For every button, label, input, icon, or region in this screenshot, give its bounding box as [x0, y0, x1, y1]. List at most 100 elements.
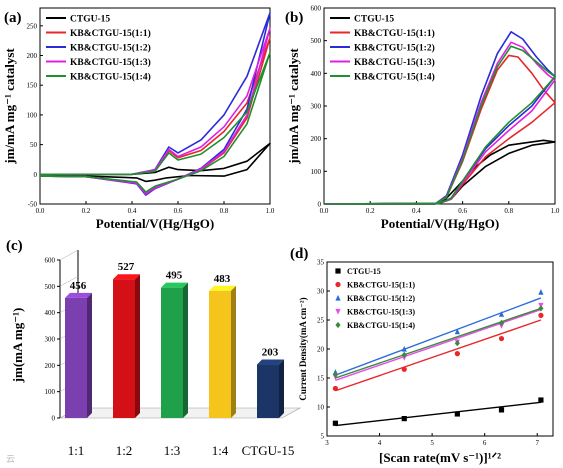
panel-c-bar-side	[135, 274, 140, 418]
panel-c-bar-value-label: 456	[70, 280, 87, 292]
panel-c-bar-side	[87, 292, 92, 418]
panel-d-data-point	[538, 305, 544, 312]
panel-c-bar-top	[209, 285, 236, 291]
panel-c-bar	[161, 287, 183, 418]
panel-d-legend-marker	[335, 268, 341, 274]
panel-c-bar-side	[183, 282, 188, 418]
a-ytick-label: 200	[27, 52, 38, 60]
panel-d-data-point	[454, 340, 460, 347]
a-ytick-label: 50	[30, 141, 38, 149]
b-xtick-label: 0.6	[458, 207, 467, 215]
panel-c-ytick-label: 500	[45, 283, 56, 291]
panel-b-ylabel: jm/mA mg⁻¹ catalyst	[286, 48, 301, 165]
panel-d-xlabel: [Scan rate(mV s⁻¹)]¹ᐟ²	[379, 450, 501, 465]
panel-d-legend-label: KB&CTGU-15(1:1)	[347, 281, 415, 290]
panel-c-gridline	[59, 276, 79, 287]
panel-d-data-point	[454, 411, 460, 417]
panel-d-legend-label: KB&CTGU-15(1:3)	[347, 308, 415, 317]
panel-d-xtick-label: 7	[535, 439, 539, 447]
b-ytick-label: 500	[311, 37, 322, 45]
panel-c-bar-value-label: 527	[118, 261, 135, 273]
panel-c-category-label: 1:4	[212, 443, 229, 458]
a-series-line	[39, 12, 271, 196]
panel-c-ylabel: jm(mA mg⁻¹)	[10, 308, 25, 384]
panel-c: (c) 0 100 200 300 400 500 600 456 1:1 527 1:2 495 1:…	[6, 238, 302, 458]
panel-d-legend: CTGU-15 KB&CTGU-15(1:1) KB&CTGU-15(1:2) KB&…	[335, 267, 415, 330]
a-xtick-label: 1.0	[266, 207, 275, 215]
b-ytick-label: 300	[311, 103, 322, 111]
panel-d-data-point	[332, 385, 339, 392]
panel-d-data-point	[498, 311, 505, 317]
b-series-line	[323, 139, 556, 205]
b-xtick-label: 0.2	[366, 207, 375, 215]
panel-d-legend-marker	[335, 321, 341, 329]
panel-b-legend: CTGU-15 KB&CTGU-15(1:1) KB&CTGU-15(1:2) KB&…	[330, 15, 435, 83]
a-legend-label: KB&CTGU-15(1:4)	[70, 72, 151, 83]
b-ytick-label: 100	[311, 168, 322, 176]
a-xtick-label: 0.0	[36, 207, 45, 215]
b-ytick-label: 400	[311, 70, 322, 78]
panel-c-category-label: 1:2	[116, 443, 133, 458]
panel-d-ytick-label: 20	[317, 346, 325, 354]
a-series-line	[39, 51, 271, 193]
panel-c-ytick-label: 600	[45, 257, 56, 265]
panel-c-bar-top	[257, 359, 284, 365]
panel-d-fit-line	[335, 297, 542, 376]
panel-d-xtick-label: 4	[378, 439, 382, 447]
panel-c-category-label: 1:3	[164, 443, 181, 458]
panel-d-fit-line	[335, 319, 542, 392]
panel-d-ylabel: Current Density(mA cm⁻²)	[298, 297, 308, 400]
watermark-text: 云	[6, 454, 15, 464]
panel-d-data-point	[401, 416, 407, 422]
a-xtick-label: 0.2	[82, 207, 91, 215]
panel-d-data-point	[498, 335, 505, 342]
panel-c-ytick-label: 100	[45, 388, 56, 396]
panel-a-curves	[39, 12, 271, 196]
panel-d-data-point	[538, 289, 544, 295]
panel-c-ytick-label: 300	[45, 336, 56, 344]
panel-c-category-label: 1:1	[68, 443, 85, 458]
panel-d-xtick-label: 3	[325, 439, 329, 447]
b-xtick-label: 1.0	[551, 207, 560, 215]
a-ytick-label: -50	[28, 201, 38, 209]
panel-a-ylabel: jm/mA mg⁻¹ catalyst	[2, 48, 17, 165]
panel-a-legend: CTGU-15 KB&CTGU-15(1:1) KB&CTGU-15(1:2) KB&…	[46, 15, 151, 83]
panel-c-category-label: CTGU-15	[242, 443, 295, 458]
panel-c-ytick-label: 200	[45, 362, 56, 370]
panel-d-legend-marker	[335, 281, 341, 288]
panel-d-xtick-label: 5	[430, 439, 434, 447]
panel-a-xlabel: Potential/V(Hg/HgO)	[96, 216, 214, 231]
a-ytick-label: 250	[27, 22, 38, 30]
panel-c-bar	[257, 364, 279, 418]
panel-c-bar-top	[65, 292, 92, 298]
panel-d-data-point	[498, 407, 505, 413]
panel-b-curves	[323, 31, 556, 205]
a-series-line	[39, 142, 271, 183]
a-xtick-label: 0.4	[128, 207, 137, 215]
a-xtick-label: 0.8	[220, 207, 229, 215]
b-legend-label: KB&CTGU-15(1:2)	[354, 43, 435, 54]
panel-d-data-point	[498, 323, 505, 329]
panel-c-plot: 0 100 200 300 400 500 600 456 1:1 527 1:2 495 1:3 483…	[45, 249, 302, 458]
panel-b: (b) 0.0 0.2 0.4 0.6 0.8 1.0 0 100 200 300 400 500 60…	[285, 5, 560, 232]
panel-d-legend-label: CTGU-15	[347, 267, 381, 276]
panel-c-bar-side	[279, 359, 284, 418]
a-ytick-label: 150	[27, 82, 38, 90]
panel-d-legend-marker	[335, 294, 341, 301]
b-legend-label: KB&CTGU-15(1:3)	[354, 57, 435, 68]
b-xtick-label: 0.0	[320, 207, 329, 215]
a-ytick-label: 100	[27, 111, 38, 119]
panel-c-bar	[209, 290, 231, 418]
a-xtick-label: 0.6	[174, 207, 183, 215]
panel-d-data-point	[332, 371, 339, 378]
a-legend-label: CTGU-15	[70, 15, 110, 25]
a-legend-label: KB&CTGU-15(1:1)	[70, 28, 151, 39]
panel-a-frame	[39, 7, 271, 205]
panel-b-ticks: 0.0 0.2 0.4 0.6 0.8 1.0 0 100 200 300 400 500 600	[311, 5, 560, 216]
panel-d-data-point	[454, 328, 460, 335]
panel-c-bar-value-label: 495	[166, 270, 183, 282]
panel-d-ticks: 3 4 5 6 7 5 10 15 20 25 30 35	[317, 259, 539, 448]
panel-d-data-point	[401, 351, 407, 358]
b-ytick-label: 600	[311, 5, 322, 13]
panel-c-bar-top	[113, 274, 140, 280]
